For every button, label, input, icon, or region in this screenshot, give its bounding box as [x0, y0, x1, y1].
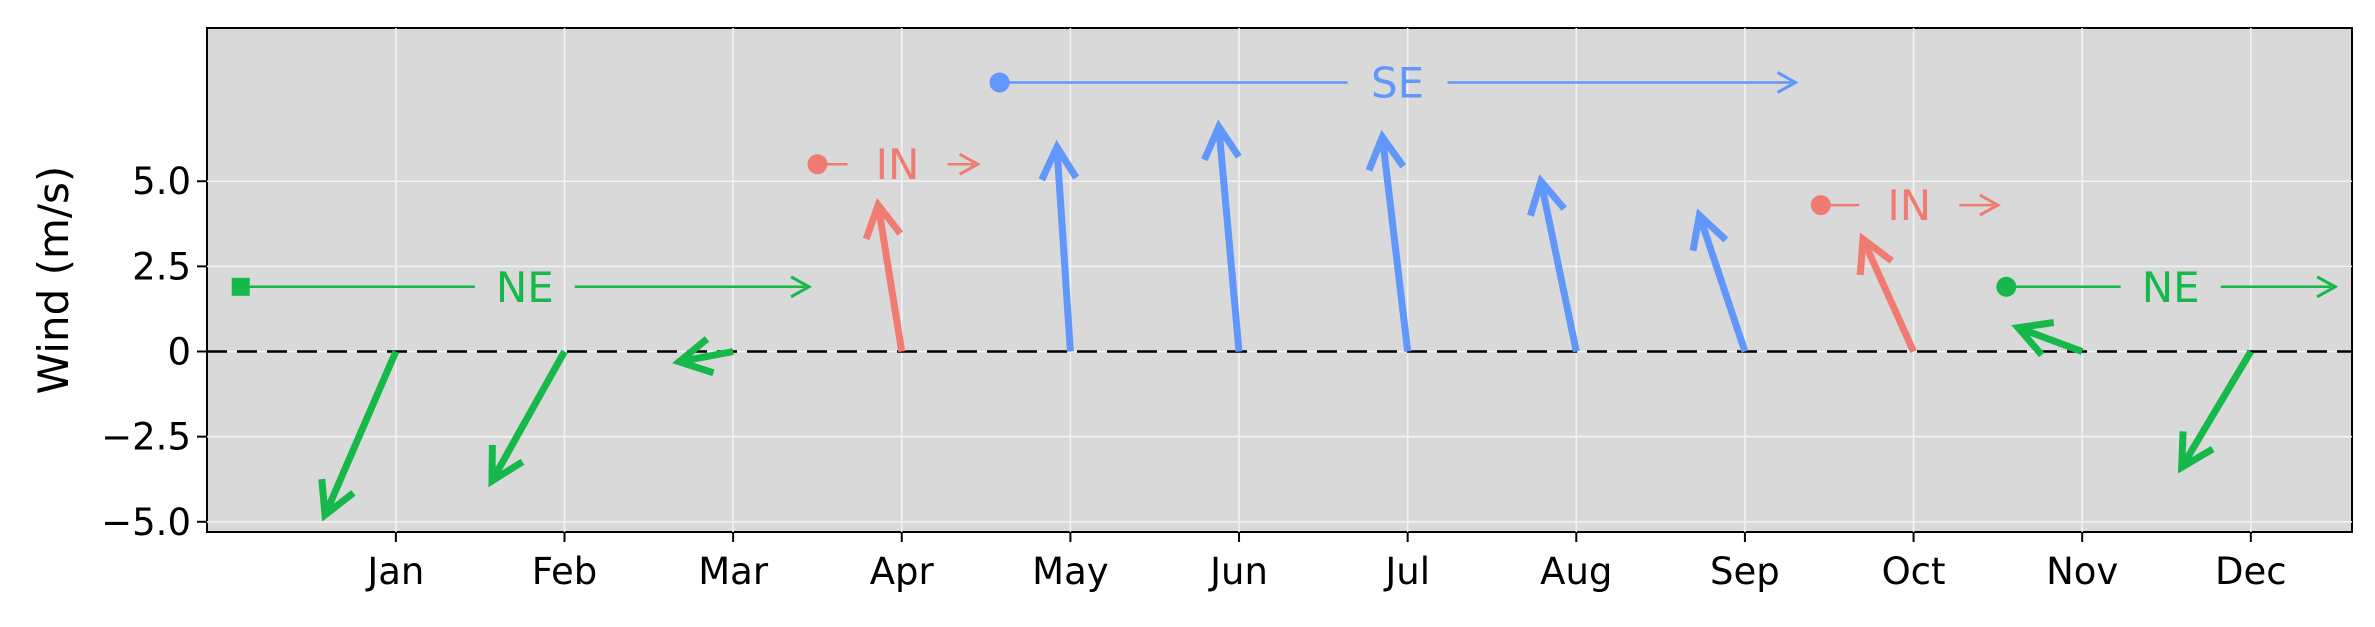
wind-vector-aug — [1527, 174, 1580, 353]
vector-arrowhead — [1038, 139, 1080, 182]
x-tick-label: Aug — [1540, 550, 1612, 593]
vector-shaft — [1378, 136, 1412, 352]
season-span-se-2: SE — [989, 58, 1799, 107]
wind-vector-may — [1038, 139, 1080, 352]
y-axis: 5.0 2.5 0 −2.5 −5.0 — [101, 160, 207, 544]
season-label: NE — [496, 263, 554, 312]
vector-arrowhead — [1527, 174, 1567, 217]
wind-vector-mar — [671, 336, 734, 377]
vector-shaft — [1215, 126, 1243, 352]
season-span-in-1: IN — [807, 140, 981, 189]
wind-vector-sep — [1689, 208, 1749, 353]
x-tick-label: Apr — [870, 550, 935, 593]
wind-vector-jun — [1201, 119, 1243, 352]
season-spans: NE IN SE IN NE — [231, 58, 2339, 312]
wind-vectors — [318, 119, 2254, 522]
x-tick-label: Dec — [2215, 550, 2287, 593]
wind-vector-feb — [488, 349, 568, 488]
vector-arrowhead — [1365, 129, 1407, 172]
season-start-marker — [1996, 276, 2017, 297]
season-arrowhead — [958, 152, 981, 176]
vector-shaft — [321, 350, 400, 517]
season-span-ne-0: NE — [231, 263, 813, 312]
y-tick-label: 0 — [167, 331, 191, 374]
vector-arrowhead — [671, 336, 715, 377]
season-start-marker — [1810, 195, 1831, 216]
y-tick-label: 5.0 — [132, 160, 191, 203]
x-tick-label: Oct — [1882, 550, 1946, 593]
vector-shaft — [1696, 214, 1749, 353]
x-tick-label: Nov — [2046, 550, 2118, 593]
season-start-marker — [231, 277, 250, 296]
x-tick-label: Jul — [1383, 550, 1430, 593]
vector-shaft — [488, 349, 568, 483]
x-tick-label: Mar — [698, 550, 769, 593]
y-axis-title: Wind (m/s) — [29, 166, 78, 395]
x-tick-label: Feb — [532, 550, 598, 593]
vector-arrowhead — [488, 444, 525, 488]
vector-shaft — [1053, 146, 1074, 352]
season-start-marker — [989, 72, 1010, 93]
wind-vector-dec — [2177, 349, 2254, 474]
vector-shaft — [874, 204, 906, 353]
wind-vector-apr — [862, 197, 906, 353]
gridlines — [207, 28, 2352, 532]
y-tick-label: −5.0 — [101, 501, 191, 544]
vector-arrowhead — [862, 197, 903, 241]
x-tick-label: May — [1032, 550, 1109, 593]
vector-arrowhead — [1689, 208, 1729, 252]
season-label: IN — [1887, 181, 1931, 230]
vector-arrowhead — [318, 478, 356, 522]
wind-vector-jan — [318, 350, 400, 522]
wind-vector-oct — [1856, 232, 1917, 353]
season-start-marker — [807, 154, 828, 175]
season-span-ne-4: NE — [1996, 263, 2339, 312]
season-arrowhead — [790, 275, 813, 299]
wind-vector-jul — [1365, 129, 1412, 352]
x-axis: Jan Feb Mar Apr May Jun Jul Aug Sep Oct Nov Dec — [365, 532, 2287, 593]
vector-shaft — [1537, 180, 1580, 353]
season-label: IN — [876, 140, 920, 189]
season-arrowhead — [1776, 71, 1799, 94]
vector-arrowhead — [1856, 232, 1894, 276]
vector-shaft — [678, 348, 734, 366]
x-tick-label: Jan — [365, 550, 424, 593]
season-arrowhead — [1979, 193, 2001, 217]
vector-shaft — [2178, 349, 2254, 470]
vector-arrowhead — [2011, 319, 2055, 358]
season-label: NE — [2142, 263, 2200, 312]
vector-shaft — [2016, 324, 2084, 355]
vector-arrowhead — [2177, 431, 2215, 474]
season-arrowhead — [2316, 275, 2339, 299]
season-label: SE — [1371, 58, 1424, 107]
x-tick-label: Jun — [1208, 550, 1268, 593]
x-tick-label: Sep — [1710, 550, 1780, 593]
vector-shaft — [1859, 237, 1917, 353]
vector-arrowhead — [1201, 119, 1242, 162]
y-tick-label: −2.5 — [101, 416, 191, 459]
wind-vector-nov — [2011, 319, 2084, 358]
season-span-in-3: IN — [1810, 181, 2001, 230]
y-tick-label: 2.5 — [132, 245, 191, 288]
